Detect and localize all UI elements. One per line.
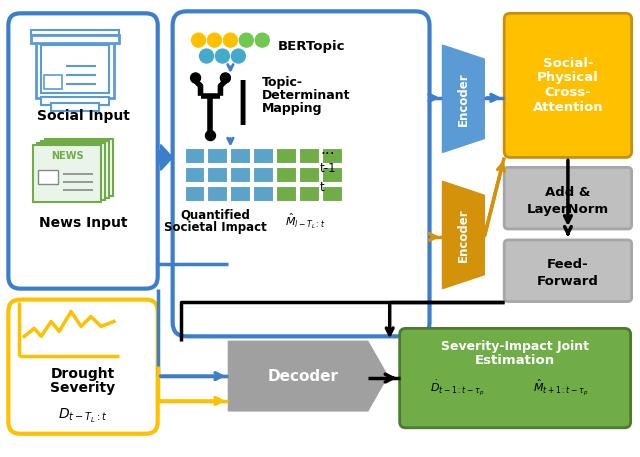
Circle shape xyxy=(200,49,214,63)
Circle shape xyxy=(223,33,237,47)
Text: Drought: Drought xyxy=(51,367,115,381)
Bar xyxy=(230,186,252,202)
Bar xyxy=(184,167,205,183)
Text: Quantified: Quantified xyxy=(180,208,250,222)
Text: Mapping: Mapping xyxy=(262,102,323,115)
Bar xyxy=(41,141,109,198)
Bar xyxy=(184,149,205,165)
Text: t-1: t-1 xyxy=(320,162,337,175)
Bar xyxy=(38,170,58,184)
Bar xyxy=(322,149,343,165)
Bar xyxy=(45,138,113,196)
Text: $D_{t-T_L:t}$: $D_{t-T_L:t}$ xyxy=(58,407,108,425)
Text: Topic-: Topic- xyxy=(262,76,303,90)
FancyBboxPatch shape xyxy=(173,11,429,336)
Circle shape xyxy=(191,33,205,47)
Circle shape xyxy=(255,33,269,47)
Text: Severity: Severity xyxy=(51,381,116,395)
FancyBboxPatch shape xyxy=(399,329,630,428)
Bar xyxy=(41,97,109,105)
Text: LayerNorm: LayerNorm xyxy=(527,202,609,216)
Text: Attention: Attention xyxy=(532,101,604,114)
Circle shape xyxy=(232,49,245,63)
Bar xyxy=(184,186,205,202)
Bar xyxy=(276,149,297,165)
Bar xyxy=(230,149,252,165)
Bar xyxy=(207,167,228,183)
Circle shape xyxy=(205,131,216,141)
Bar xyxy=(230,167,252,183)
Text: $\dot{D}_{t-1:t-\tau_p}$: $\dot{D}_{t-1:t-\tau_p}$ xyxy=(430,378,484,398)
Circle shape xyxy=(220,73,230,83)
Text: Determinant: Determinant xyxy=(262,89,351,102)
Bar xyxy=(41,45,109,93)
Bar xyxy=(31,35,119,43)
Text: Social Input: Social Input xyxy=(36,109,129,122)
FancyBboxPatch shape xyxy=(504,240,632,302)
Text: Add &: Add & xyxy=(545,186,591,199)
Text: News Input: News Input xyxy=(39,216,127,230)
Text: Forward: Forward xyxy=(537,275,599,288)
FancyArrow shape xyxy=(159,144,173,170)
Bar xyxy=(253,149,274,165)
Text: Societal Impact: Societal Impact xyxy=(164,221,267,234)
Circle shape xyxy=(191,73,200,83)
Text: Decoder: Decoder xyxy=(268,369,339,383)
Bar xyxy=(207,149,228,165)
Circle shape xyxy=(216,49,229,63)
Text: Encoder: Encoder xyxy=(457,72,470,126)
Text: $\hat{M}_{t+1:t-\tau_p}$: $\hat{M}_{t+1:t-\tau_p}$ xyxy=(533,378,589,398)
FancyBboxPatch shape xyxy=(504,167,632,229)
Bar xyxy=(37,143,105,200)
Circle shape xyxy=(239,33,253,47)
FancyBboxPatch shape xyxy=(504,13,632,157)
Text: BERTopic: BERTopic xyxy=(278,40,346,53)
Bar xyxy=(299,149,320,165)
Polygon shape xyxy=(228,341,388,411)
Bar xyxy=(253,186,274,202)
Text: NEWS: NEWS xyxy=(51,151,83,161)
Bar xyxy=(207,186,228,202)
FancyBboxPatch shape xyxy=(8,13,157,289)
Bar xyxy=(322,167,343,183)
Polygon shape xyxy=(442,181,484,289)
Bar xyxy=(276,186,297,202)
Text: Severity-Impact Joint: Severity-Impact Joint xyxy=(441,340,589,353)
Bar xyxy=(299,186,320,202)
Text: |: | xyxy=(234,80,250,125)
Text: ...: ... xyxy=(320,142,335,157)
Text: t: t xyxy=(320,181,324,194)
Text: Social-: Social- xyxy=(543,57,593,69)
Bar xyxy=(33,144,101,202)
Circle shape xyxy=(207,33,221,47)
Text: Feed-: Feed- xyxy=(547,258,589,271)
Bar xyxy=(299,167,320,183)
Bar xyxy=(36,38,114,98)
Text: $\hat{M}_{l-T_L:t}$: $\hat{M}_{l-T_L:t}$ xyxy=(285,211,326,231)
Bar xyxy=(322,186,343,202)
Text: Encoder: Encoder xyxy=(457,208,470,262)
Bar xyxy=(44,75,62,89)
Text: Estimation: Estimation xyxy=(475,354,556,367)
Bar xyxy=(276,167,297,183)
Bar xyxy=(253,167,274,183)
Polygon shape xyxy=(442,45,484,153)
Bar xyxy=(51,103,99,111)
FancyBboxPatch shape xyxy=(8,300,157,434)
Text: Physical: Physical xyxy=(537,71,599,85)
Text: Cross-: Cross- xyxy=(545,86,591,99)
Bar xyxy=(31,30,119,35)
